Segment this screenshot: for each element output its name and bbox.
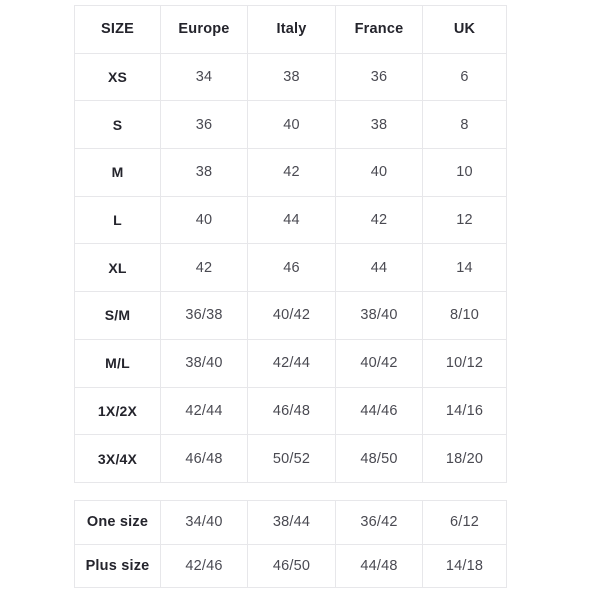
cell-uk: 8 (422, 100, 507, 150)
row-label: XS (74, 52, 161, 102)
cell-uk: 10/12 (422, 338, 507, 388)
cell-france: 42 (335, 195, 423, 245)
row-label: S/M (74, 291, 161, 340)
column-header-france: France (335, 5, 423, 54)
cell-uk: 6/12 (422, 500, 507, 545)
cell-europe: 36/38 (160, 291, 248, 340)
cell-france: 48/50 (335, 434, 423, 483)
cell-uk: 12 (422, 195, 507, 245)
table-row: Plus size 42/46 46/50 44/48 14/18 (74, 543, 507, 588)
table-row: S 36 40 38 8 (74, 100, 507, 150)
cell-uk: 14/16 (422, 386, 507, 436)
row-label: 3X/4X (74, 434, 161, 483)
cell-europe: 38/40 (160, 338, 248, 388)
row-label: XL (74, 243, 161, 293)
row-label: Plus size (74, 543, 161, 588)
cell-europe: 38 (160, 148, 248, 197)
cell-italy: 50/52 (247, 434, 336, 483)
cell-uk: 8/10 (422, 291, 507, 340)
cell-france: 40/42 (335, 338, 423, 388)
row-label: L (74, 195, 161, 245)
cell-france: 40 (335, 148, 423, 197)
cell-italy: 38 (247, 52, 336, 102)
cell-italy: 42 (247, 148, 336, 197)
cell-france: 44/46 (335, 386, 423, 436)
column-header-uk: UK (422, 5, 507, 54)
cell-france: 38 (335, 100, 423, 150)
cell-europe: 42 (160, 243, 248, 293)
cell-uk: 10 (422, 148, 507, 197)
cell-uk: 6 (422, 52, 507, 102)
cell-europe: 36 (160, 100, 248, 150)
cell-europe: 34 (160, 52, 248, 102)
cell-uk: 14 (422, 243, 507, 293)
cell-france: 44 (335, 243, 423, 293)
column-header-italy: Italy (247, 5, 336, 54)
cell-italy: 40 (247, 100, 336, 150)
table-row: XS 34 38 36 6 (74, 52, 507, 102)
cell-france: 36 (335, 52, 423, 102)
cell-italy: 38/44 (247, 500, 336, 545)
table-header-row: SIZE Europe Italy France UK (74, 5, 507, 54)
cell-france: 36/42 (335, 500, 423, 545)
row-label: S (74, 100, 161, 150)
cell-france: 38/40 (335, 291, 423, 340)
cell-italy: 46/48 (247, 386, 336, 436)
cell-italy: 40/42 (247, 291, 336, 340)
row-label: 1X/2X (74, 386, 161, 436)
table-row: S/M 36/38 40/42 38/40 8/10 (74, 291, 507, 340)
cell-europe: 34/40 (160, 500, 248, 545)
row-label: M (74, 148, 161, 197)
cell-italy: 46/50 (247, 543, 336, 588)
table-row: L 40 44 42 12 (74, 195, 507, 245)
table-row: 1X/2X 42/44 46/48 44/46 14/16 (74, 386, 507, 436)
table-row: XL 42 46 44 14 (74, 243, 507, 293)
one-size-plus-size-table: One size 34/40 38/44 36/42 6/12 Plus siz… (74, 500, 507, 588)
table-row: M 38 42 40 10 (74, 148, 507, 197)
row-label: M/L (74, 338, 161, 388)
cell-uk: 14/18 (422, 543, 507, 588)
cell-italy: 46 (247, 243, 336, 293)
table-row: 3X/4X 46/48 50/52 48/50 18/20 (74, 434, 507, 483)
international-size-conversion-table: SIZE Europe Italy France UK XS 34 38 36 … (74, 5, 507, 483)
cell-europe: 42/44 (160, 386, 248, 436)
column-header-size: SIZE (74, 5, 161, 54)
cell-france: 44/48 (335, 543, 423, 588)
table-row: One size 34/40 38/44 36/42 6/12 (74, 500, 507, 545)
column-header-europe: Europe (160, 5, 248, 54)
table-row: M/L 38/40 42/44 40/42 10/12 (74, 338, 507, 388)
cell-uk: 18/20 (422, 434, 507, 483)
row-label: One size (74, 500, 161, 545)
cell-europe: 42/46 (160, 543, 248, 588)
cell-italy: 44 (247, 195, 336, 245)
cell-europe: 46/48 (160, 434, 248, 483)
cell-italy: 42/44 (247, 338, 336, 388)
cell-europe: 40 (160, 195, 248, 245)
